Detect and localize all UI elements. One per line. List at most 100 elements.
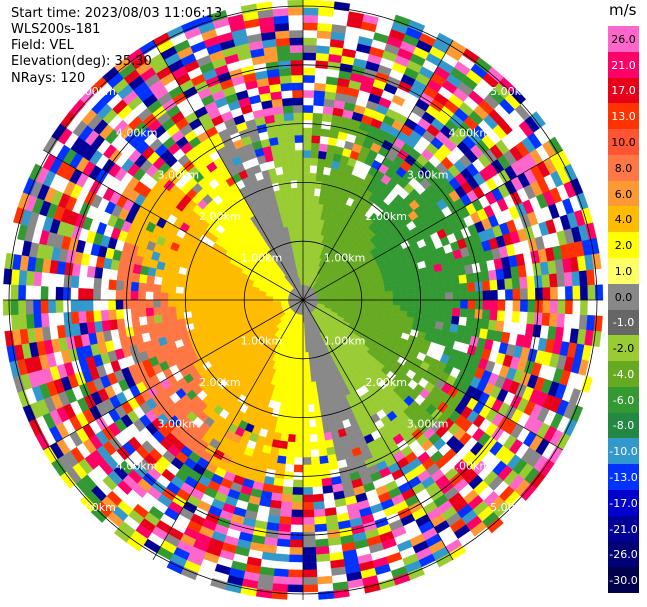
ppi-gate — [317, 150, 327, 160]
ppi-gate — [276, 52, 291, 62]
ppi-gate — [557, 299, 566, 314]
ppi-gate — [297, 194, 304, 203]
ppi-gate — [422, 306, 431, 314]
ppi-gate — [161, 277, 170, 287]
ppi-gate — [190, 282, 200, 290]
ppi-gate — [291, 89, 304, 98]
ppi-gate — [289, 539, 304, 548]
ppi-gate — [282, 418, 291, 427]
ppi-gate — [313, 195, 320, 204]
ppi-gate — [152, 291, 161, 301]
ppi-gate — [183, 281, 193, 289]
ppi-gate — [212, 290, 222, 296]
ppi-gate — [309, 434, 319, 443]
ppi-gate — [421, 312, 430, 321]
ppi-gate — [280, 90, 293, 99]
ppi-gate — [480, 270, 490, 282]
ppi-gate — [25, 285, 34, 301]
ppi-gate — [302, 29, 318, 39]
ppi-gate — [302, 382, 308, 391]
ppi-gate — [307, 202, 314, 211]
ppi-gate — [276, 538, 291, 548]
ppi-gate — [10, 299, 19, 316]
range-ring-label: 3.00km — [158, 168, 200, 181]
ppi-gate — [289, 44, 304, 53]
ppi-gate — [299, 359, 304, 368]
colorbar-tick-label: -6.0 — [612, 393, 635, 407]
range-ring-label: 1.00km — [241, 251, 283, 264]
ppi-gate — [277, 531, 291, 540]
ppi-gate — [302, 247, 306, 256]
ppi-gate — [541, 273, 551, 288]
ppi-gate — [466, 308, 476, 319]
ppi-gate — [302, 404, 310, 413]
ppi-gate — [290, 411, 298, 420]
ppi-gate — [287, 441, 296, 450]
ppi-gate — [277, 135, 287, 145]
colorbar-tick-label: -17.0 — [609, 496, 638, 510]
ppi-gate — [362, 299, 371, 304]
ppi-gate — [280, 508, 293, 518]
ppi-gate — [370, 295, 379, 301]
ppi-gate — [399, 310, 408, 317]
ppi-gate — [282, 173, 291, 182]
ppi-gate — [278, 448, 288, 457]
ppi-gate — [190, 299, 199, 307]
ppi-gate — [302, 509, 315, 518]
elevation-label: Elevation(deg): 35.30 — [11, 54, 152, 69]
range-ring-label: 2.00km — [365, 376, 407, 389]
range-ring-label: 2.00km — [199, 210, 241, 223]
ppi-gate — [309, 426, 318, 435]
ppi-gate — [153, 284, 162, 293]
ppi-gate — [317, 7, 334, 17]
ppi-gate — [32, 299, 42, 315]
ppi-gate — [488, 319, 498, 331]
ppi-gate — [290, 59, 304, 68]
ppi-gate — [481, 309, 491, 320]
colorbar-tick-label: -26.0 — [609, 548, 638, 562]
ppi-gate — [313, 501, 326, 510]
ppi-gate — [280, 158, 290, 167]
ppi-gate — [100, 278, 110, 290]
ppi-gate — [48, 312, 58, 327]
ppi-gate — [160, 292, 169, 301]
ppi-gate — [175, 306, 184, 314]
ppi-gate — [302, 374, 308, 383]
ppi-gate — [316, 568, 333, 578]
ppi-gate — [288, 29, 304, 39]
ppi-gate — [168, 278, 178, 287]
ppi-gate — [306, 217, 312, 226]
ppi-gate — [153, 276, 163, 286]
ppi-gate — [279, 440, 289, 450]
ppi-gate — [316, 165, 325, 175]
ppi-gate — [302, 142, 312, 151]
ppi-gate — [298, 209, 304, 218]
ppi-gate — [520, 288, 529, 301]
ppi-gate — [557, 286, 566, 301]
ppi-gate — [25, 313, 35, 330]
ppi-gate — [2, 284, 12, 301]
range-ring-label: 2.00km — [199, 376, 241, 389]
ppi-gate — [309, 172, 317, 181]
ppi-gate — [297, 202, 304, 211]
ppi-gate — [272, 583, 289, 593]
ppi-gate — [40, 299, 49, 314]
ppi-gate — [296, 172, 304, 181]
ppi-gate — [302, 22, 318, 31]
ppi-gate — [315, 418, 324, 427]
range-ring-label: 1.00km — [241, 335, 283, 348]
colorbar-tick-label: 0.0 — [614, 290, 633, 304]
ppi-gate — [235, 296, 244, 301]
ppi-gate — [298, 382, 304, 391]
ppi-gate — [145, 291, 154, 301]
ppi-gate — [296, 419, 304, 428]
ppi-gate — [289, 52, 304, 61]
ppi-gate — [292, 97, 304, 106]
ppi-gate — [292, 202, 299, 211]
ppi-gate — [93, 277, 102, 290]
ppi-gate — [285, 135, 295, 144]
ppi-gate — [317, 583, 334, 593]
ppi-gate — [302, 569, 318, 578]
ppi-gate — [311, 127, 322, 137]
ppi-gate — [579, 284, 589, 301]
